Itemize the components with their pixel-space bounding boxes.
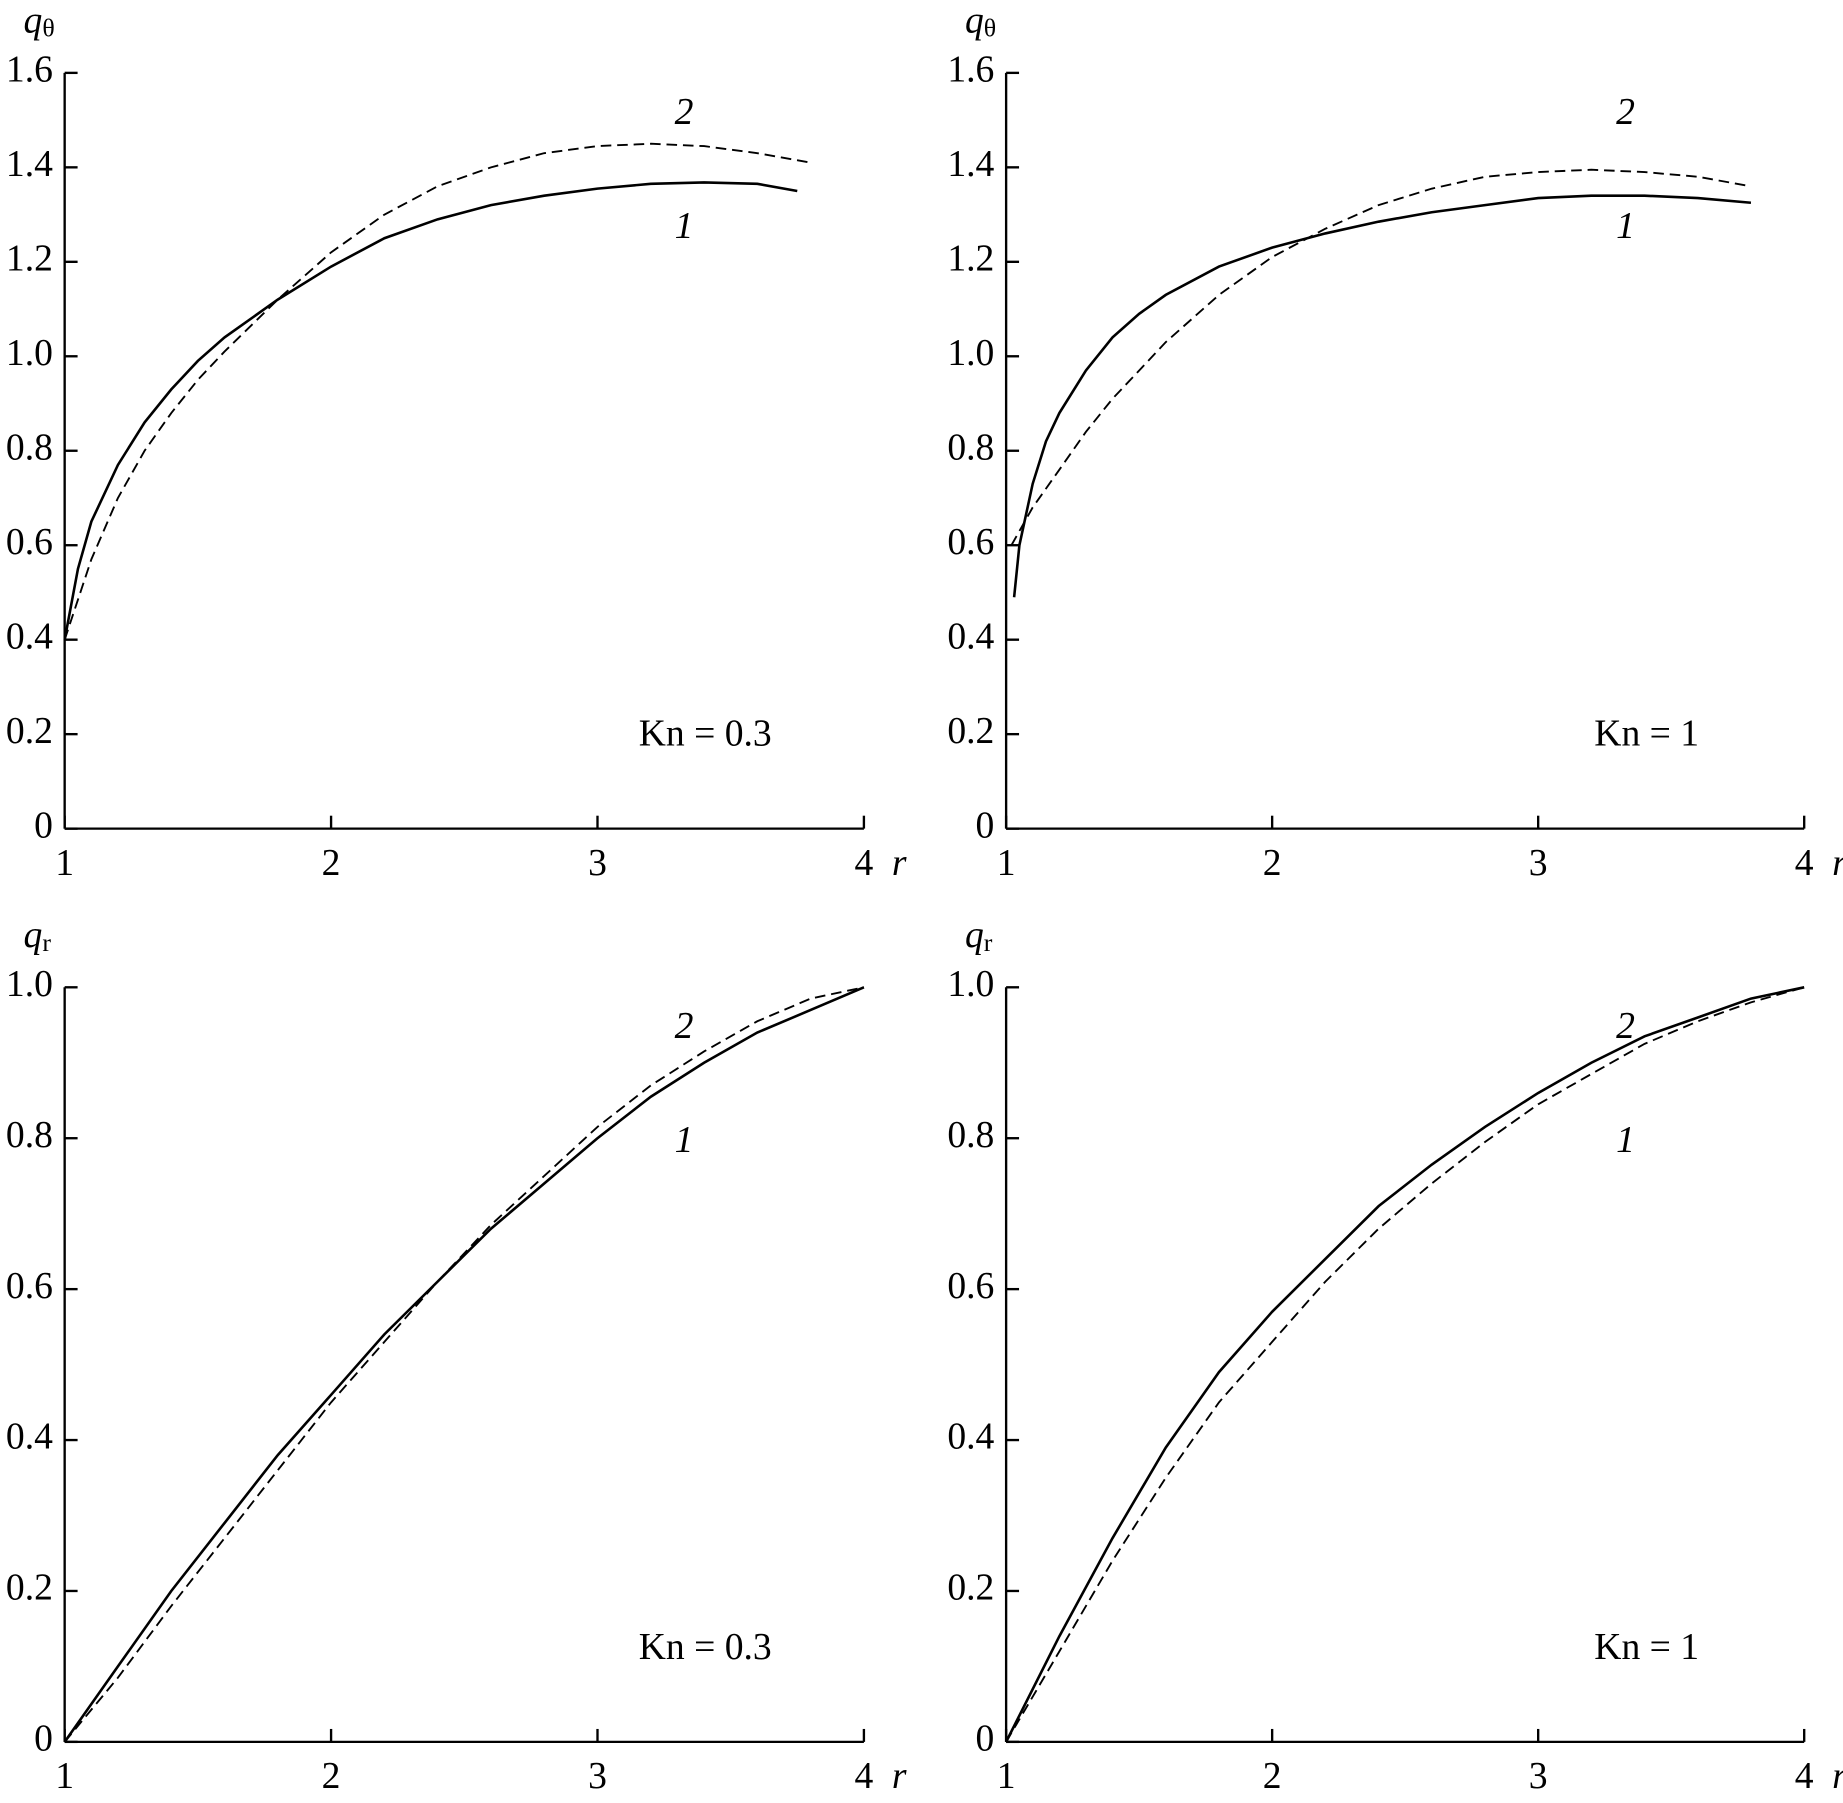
curve-label: 1 (1616, 1119, 1635, 1161)
y-tick-label: 1.6 (6, 48, 53, 90)
y-tick-label: 1.0 (947, 332, 994, 374)
y-tick-label: 0.6 (947, 521, 994, 563)
y-tick-label: 0.2 (947, 1567, 994, 1609)
curve-label: 2 (675, 91, 694, 133)
curve-label: 1 (675, 1119, 694, 1161)
y-axis-label-main: q (965, 0, 984, 41)
y-tick-label: 0.8 (6, 426, 53, 468)
x-tick-label: 3 (1529, 842, 1548, 884)
x-tick-label: 3 (588, 1755, 607, 1797)
curve-label: 2 (1616, 1005, 1635, 1047)
x-tick-label: 4 (1795, 842, 1814, 884)
y-tick-label: 0.2 (947, 710, 994, 752)
y-tick-label: 0.4 (6, 1416, 53, 1458)
curve-label: 1 (1616, 205, 1635, 247)
x-tick-label: 2 (322, 842, 341, 884)
y-tick-label: 1.6 (947, 48, 994, 90)
y-tick-label: 0.8 (6, 1114, 53, 1156)
curve (1005, 986, 1805, 1743)
y-tick-label: 0.2 (6, 1567, 53, 1609)
curve-label: 2 (1616, 91, 1635, 133)
x-tick-label: 2 (322, 1755, 341, 1797)
x-tick-label: 4 (855, 1755, 874, 1797)
y-tick-label: 0.6 (6, 521, 53, 563)
curve (63, 142, 811, 641)
y-tick-label: 0.8 (947, 1114, 994, 1156)
y-axis-label: qr (24, 914, 52, 957)
x-tick-label: 1 (997, 842, 1016, 884)
x-tick-label: 2 (1263, 842, 1282, 884)
y-tick-label: 0.4 (947, 1416, 994, 1458)
curve-label: 1 (675, 205, 694, 247)
x-axis-label: r (892, 1755, 907, 1797)
annotation: Kn = 0.3 (639, 713, 772, 755)
y-axis-label-sub: r (42, 928, 51, 957)
x-tick-label: 4 (855, 842, 874, 884)
x-tick-label: 1 (55, 842, 74, 884)
y-axis-label-main: q (24, 0, 43, 41)
y-tick-label: 1.2 (6, 237, 53, 279)
y-tick-label: 0.6 (947, 1265, 994, 1307)
y-tick-label: 1.4 (6, 143, 53, 185)
x-tick-label: 3 (1529, 1755, 1548, 1797)
annotation: Kn = 0.3 (639, 1626, 772, 1668)
curve (1010, 168, 1752, 546)
y-tick-label: 0.8 (947, 426, 994, 468)
curve (63, 986, 865, 1743)
y-tick-label: 0.2 (6, 710, 53, 752)
y-tick-label: 0.6 (6, 1265, 53, 1307)
y-tick-label: 0 (34, 1718, 53, 1760)
y-tick-label: 1.0 (6, 332, 53, 374)
y-axis-label-sub: r (984, 928, 993, 957)
curve-label: 2 (675, 1005, 694, 1047)
curve (63, 181, 798, 640)
y-axis-label: qθ (24, 0, 55, 42)
x-tick-label: 2 (1263, 1755, 1282, 1797)
y-axis-label: qr (965, 914, 993, 957)
y-tick-label: 0.4 (947, 615, 994, 657)
x-tick-label: 4 (1795, 1755, 1814, 1797)
y-tick-label: 1.2 (947, 237, 994, 279)
y-axis-label-sub: θ (984, 13, 996, 42)
y-tick-label: 0.4 (6, 615, 53, 657)
y-tick-label: 0 (976, 804, 995, 846)
y-axis-label-main: q (965, 914, 984, 956)
y-tick-label: 1.4 (947, 143, 994, 185)
y-tick-label: 1.0 (947, 963, 994, 1005)
x-tick-label: 1 (55, 1755, 74, 1797)
y-tick-label: 0 (34, 804, 53, 846)
y-axis-label: qθ (965, 0, 996, 42)
y-axis-label-sub: θ (42, 13, 54, 42)
x-axis-label: r (892, 842, 907, 884)
y-tick-label: 1.0 (6, 963, 53, 1005)
x-axis-label: r (1832, 842, 1843, 884)
y-axis-label-main: q (24, 914, 43, 956)
curve (1012, 194, 1752, 598)
annotation: Kn = 1 (1594, 1626, 1699, 1668)
annotation: Kn = 1 (1594, 713, 1699, 755)
curve (1004, 986, 1805, 1743)
x-tick-label: 3 (588, 842, 607, 884)
x-axis-label: r (1832, 1755, 1843, 1797)
y-tick-label: 0 (976, 1718, 995, 1760)
x-tick-label: 1 (997, 1755, 1016, 1797)
curve (63, 986, 865, 1743)
